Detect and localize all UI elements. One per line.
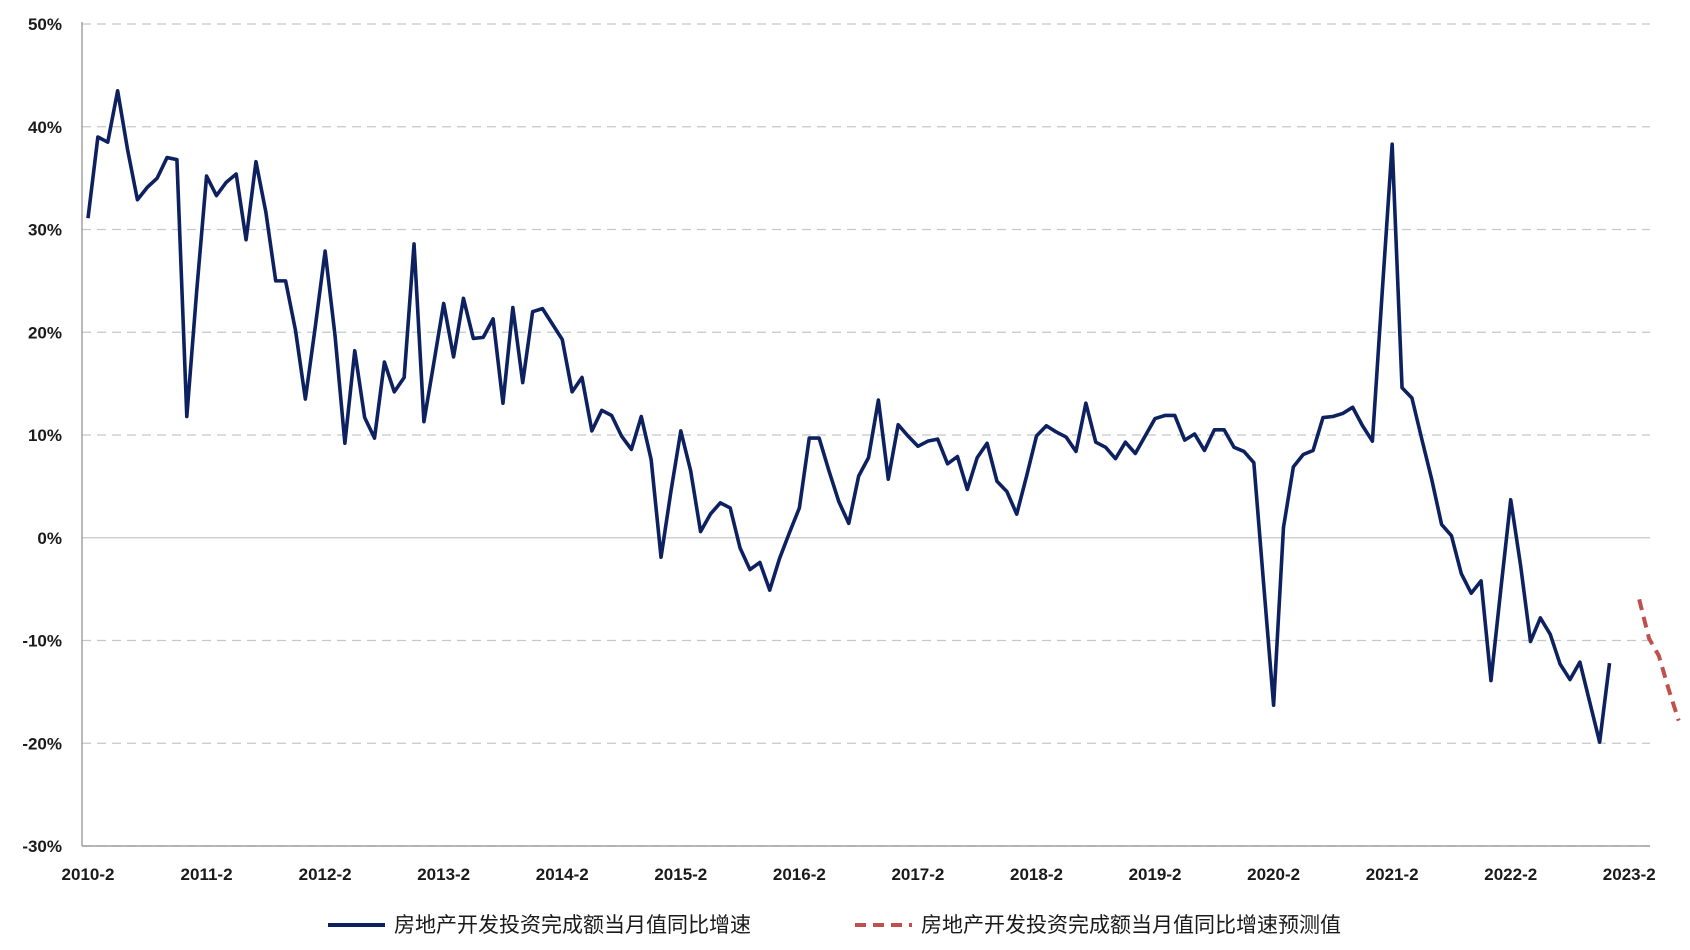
x-tick-label: 2017-2: [891, 865, 944, 884]
series-line-actual: [86, 88, 1612, 745]
x-tick-label: 2015-2: [654, 865, 707, 884]
x-tick-label: 2016-2: [773, 865, 826, 884]
x-tick-label: 2012-2: [299, 865, 352, 884]
legend-item-forecast: 房地产开发投资完成额当月值同比增速预测值: [855, 913, 1341, 937]
y-tick-label: 30%: [28, 221, 62, 240]
axes: -30% -20% -10% 0% 10% 20% 30% 40% 50% 2010-2 2011-…: [22, 15, 1655, 884]
series-lines: [86, 88, 1681, 745]
x-tick-label: 2021-2: [1366, 865, 1419, 884]
legend: 房地产开发投资完成额当月值同比增速 房地产开发投资完成额当月值同比增速预测值: [328, 913, 1341, 937]
y-tick-label: -20%: [22, 734, 62, 753]
legend-label-forecast: 房地产开发投资完成额当月值同比增速预测值: [921, 913, 1341, 937]
y-tick-label: 10%: [28, 426, 62, 445]
grid-lines: [82, 23, 1650, 847]
x-tick-label: 2019-2: [1129, 865, 1182, 884]
series-line-forecast: [1637, 598, 1681, 722]
y-tick-label: 0%: [37, 529, 62, 548]
x-tick-label: 2018-2: [1010, 865, 1063, 884]
x-tick-label: 2011-2: [181, 865, 233, 884]
y-tick-label: 40%: [28, 118, 62, 137]
x-tick-label: 2023-2: [1603, 865, 1656, 884]
x-tick-label: 2013-2: [417, 865, 470, 884]
x-tick-label: 2014-2: [536, 865, 589, 884]
x-tick-label: 2010-2: [62, 865, 115, 884]
y-tick-label: 50%: [28, 15, 62, 34]
y-tick-label: -30%: [22, 837, 62, 856]
legend-item-actual: 房地产开发投资完成额当月值同比增速: [328, 913, 751, 937]
x-tick-label: 2022-2: [1484, 865, 1537, 884]
legend-label-actual: 房地产开发投资完成额当月值同比增速: [394, 913, 751, 937]
y-tick-label: -10%: [22, 632, 62, 651]
y-tick-label: 20%: [28, 323, 62, 342]
x-tick-label: 2020-2: [1247, 865, 1300, 884]
